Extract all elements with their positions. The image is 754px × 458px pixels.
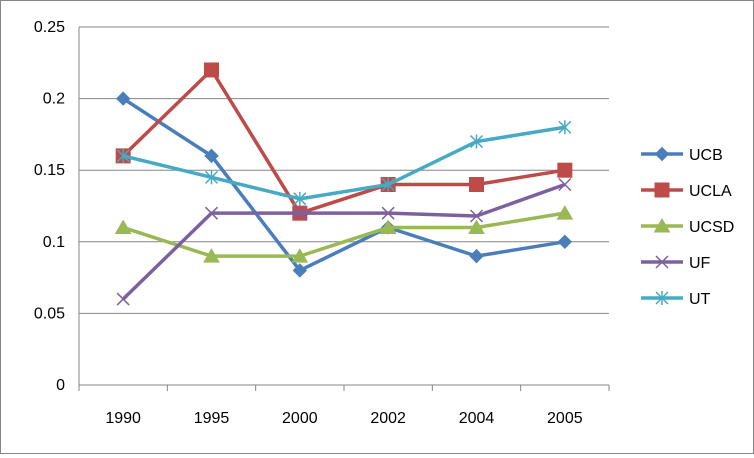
legend-label: UCB bbox=[689, 147, 723, 164]
series-line-ucla bbox=[121, 68, 566, 215]
series-line-ucsd bbox=[122, 211, 566, 258]
y-tick-label: 0 bbox=[56, 377, 65, 394]
legend-label: UCLA bbox=[689, 183, 732, 200]
legend-marker bbox=[653, 217, 671, 233]
x-tick-label: 2002 bbox=[370, 410, 406, 427]
series-lines bbox=[114, 62, 574, 306]
axes: 0 0.05 0.1 0.15 0.2 0.25 1990 1995 2000 2002 2004 2… bbox=[34, 19, 610, 427]
y-tick-label: 0.1 bbox=[43, 234, 65, 251]
data-point-ut bbox=[381, 177, 395, 192]
data-point-uf bbox=[293, 206, 307, 220]
data-point-ucsd bbox=[379, 219, 397, 234]
data-point-ut bbox=[204, 170, 219, 185]
y-tick-label: 0.2 bbox=[43, 91, 65, 108]
legend-marker bbox=[655, 291, 669, 305]
data-point-ucb bbox=[469, 248, 484, 264]
data-point-uf bbox=[469, 209, 484, 223]
series-line-ut bbox=[122, 125, 566, 201]
legend-marker bbox=[654, 146, 670, 162]
data-point-ut bbox=[293, 191, 307, 206]
x-tick-label: 1995 bbox=[194, 410, 230, 427]
data-point-ucsd bbox=[291, 248, 309, 263]
y-tick-label: 0.25 bbox=[34, 19, 65, 36]
data-point-uf bbox=[116, 292, 130, 306]
data-point-uf bbox=[381, 206, 395, 220]
y-tick-label: 0.05 bbox=[34, 305, 65, 322]
data-point-ucsd bbox=[468, 219, 485, 234]
data-point-ucla bbox=[204, 62, 219, 78]
data-point-ucb bbox=[115, 91, 131, 106]
gridlines bbox=[79, 26, 609, 314]
data-point-ucsd bbox=[556, 205, 574, 220]
data-point-ut bbox=[558, 120, 572, 135]
legend-item-ucsd: UCSD bbox=[641, 217, 734, 236]
series-line-uf bbox=[121, 182, 566, 301]
series-line-ucb bbox=[122, 97, 566, 273]
legend-item-uf: UF bbox=[641, 255, 711, 272]
legend: UCB UCLA UCSD UF UT bbox=[641, 146, 734, 308]
data-point-ucsd bbox=[203, 248, 220, 263]
data-point-ucsd bbox=[114, 219, 132, 234]
data-point-uf bbox=[204, 206, 219, 220]
x-tick-label: 2004 bbox=[459, 410, 495, 427]
x-tick-label: 1990 bbox=[105, 410, 141, 427]
data-point-ut bbox=[116, 148, 130, 163]
legend-label: UT bbox=[689, 291, 711, 308]
data-point-ucla bbox=[469, 177, 484, 193]
x-tick-label: 2005 bbox=[547, 410, 583, 427]
legend-item-ut: UT bbox=[641, 291, 711, 308]
x-tick-label: 2000 bbox=[282, 410, 318, 427]
data-point-ut bbox=[469, 134, 484, 149]
data-point-ucla bbox=[557, 162, 573, 178]
data-point-uf bbox=[558, 177, 572, 192]
y-tick-label: 0.15 bbox=[34, 162, 65, 179]
legend-item-ucla: UCLA bbox=[641, 182, 732, 200]
legend-marker bbox=[654, 182, 670, 198]
legend-item-ucb: UCB bbox=[641, 146, 723, 164]
legend-label: UCSD bbox=[689, 219, 734, 236]
data-point-ucb bbox=[557, 234, 573, 250]
data-point-ucb bbox=[204, 148, 219, 164]
legend-marker bbox=[655, 255, 669, 269]
legend-label: UF bbox=[689, 255, 711, 272]
data-point-ucb bbox=[292, 263, 308, 278]
